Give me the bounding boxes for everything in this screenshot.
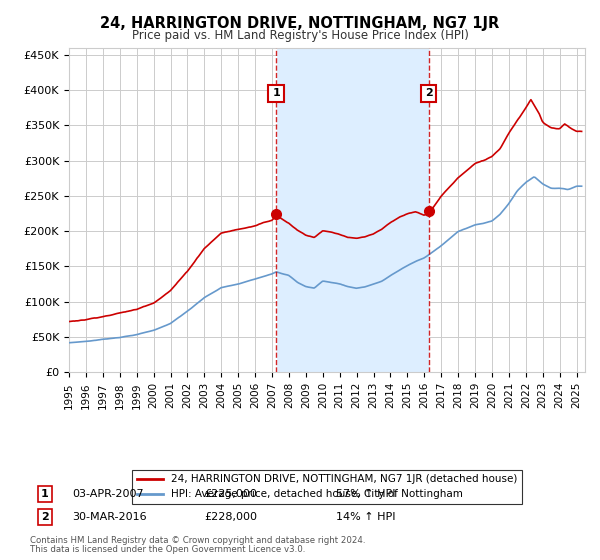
Text: £228,000: £228,000	[204, 512, 257, 522]
Text: 03-APR-2007: 03-APR-2007	[72, 489, 143, 499]
Text: This data is licensed under the Open Government Licence v3.0.: This data is licensed under the Open Gov…	[30, 545, 305, 554]
Text: 1: 1	[272, 88, 280, 99]
Text: 57% ↑ HPI: 57% ↑ HPI	[336, 489, 395, 499]
Text: 14% ↑ HPI: 14% ↑ HPI	[336, 512, 395, 522]
Text: £225,000: £225,000	[204, 489, 257, 499]
Text: Price paid vs. HM Land Registry's House Price Index (HPI): Price paid vs. HM Land Registry's House …	[131, 29, 469, 42]
Text: 2: 2	[425, 88, 433, 99]
Legend: 24, HARRINGTON DRIVE, NOTTINGHAM, NG7 1JR (detached house), HPI: Average price, : 24, HARRINGTON DRIVE, NOTTINGHAM, NG7 1J…	[133, 470, 521, 503]
Text: 2: 2	[41, 512, 49, 522]
Text: 24, HARRINGTON DRIVE, NOTTINGHAM, NG7 1JR: 24, HARRINGTON DRIVE, NOTTINGHAM, NG7 1J…	[100, 16, 500, 31]
Text: 1: 1	[41, 489, 49, 499]
Text: Contains HM Land Registry data © Crown copyright and database right 2024.: Contains HM Land Registry data © Crown c…	[30, 536, 365, 545]
Text: 30-MAR-2016: 30-MAR-2016	[72, 512, 146, 522]
